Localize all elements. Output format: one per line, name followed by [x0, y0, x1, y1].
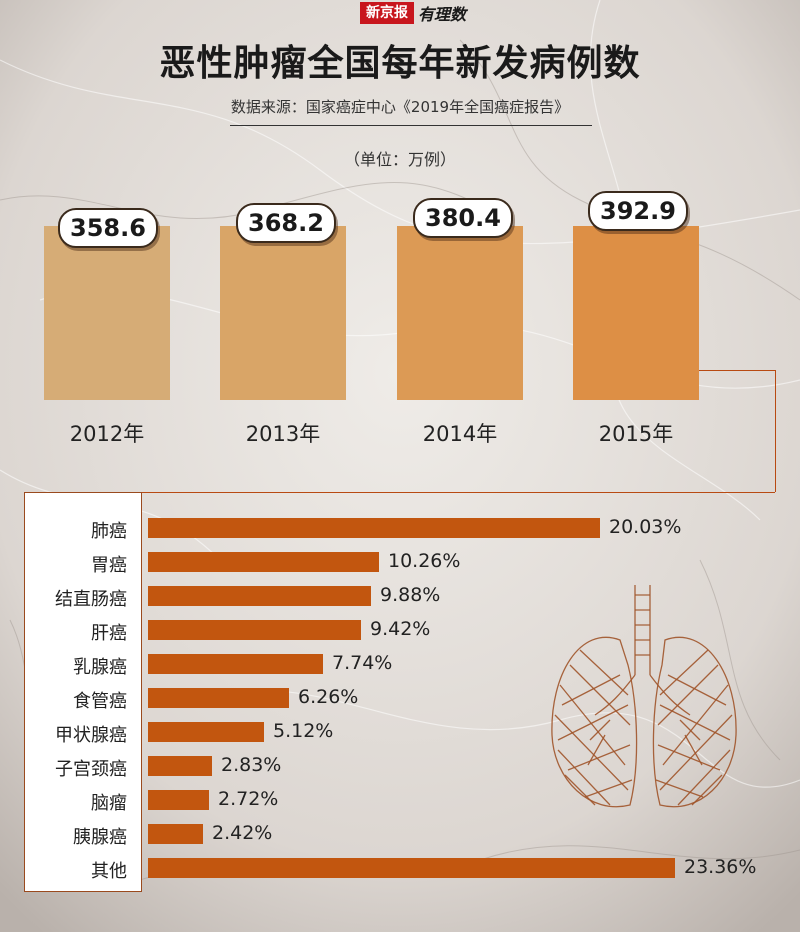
divider	[230, 125, 592, 126]
category-label: 食管癌	[73, 691, 127, 712]
category-value-label: 2.72%	[218, 788, 279, 810]
category-bar	[148, 552, 379, 572]
year-label: 2014年	[422, 422, 498, 446]
year-value-label: 392.9	[588, 191, 688, 231]
lungs-sketch-icon	[551, 585, 737, 808]
category-bar	[148, 620, 361, 640]
category-bar	[148, 790, 209, 810]
connector-line	[775, 370, 776, 492]
category-label: 其他	[91, 861, 127, 882]
category-label: 肝癌	[91, 623, 127, 644]
category-value-label: 2.42%	[212, 822, 273, 844]
category-bar	[148, 688, 289, 708]
category-panel	[24, 492, 142, 892]
category-label: 胃癌	[91, 555, 127, 576]
category-value-label: 6.26%	[298, 686, 359, 708]
year-bar	[573, 226, 699, 400]
category-label: 肺癌	[91, 521, 127, 542]
category-label: 脑瘤	[91, 793, 127, 814]
category-value-label: 9.42%	[370, 618, 431, 640]
category-bar	[148, 586, 371, 606]
category-label: 胰腺癌	[73, 827, 127, 848]
category-value-label: 9.88%	[380, 584, 441, 606]
year-bar	[44, 226, 170, 400]
category-value-label: 7.74%	[332, 652, 393, 674]
unit-label: （单位：万例）	[343, 150, 456, 169]
year-label: 2012年	[69, 422, 145, 446]
category-value-label: 23.36%	[684, 856, 757, 878]
connector-line	[699, 370, 775, 371]
category-label: 子宫颈癌	[55, 759, 127, 780]
category-bar	[148, 654, 323, 674]
chart-title: 恶性肿瘤全国每年新发病例数	[159, 43, 641, 84]
year-bar	[220, 226, 346, 400]
year-label: 2013年	[245, 422, 321, 446]
logo-text: 新京报	[360, 2, 414, 24]
year-bar	[397, 226, 523, 400]
data-source: 数据来源：国家癌症中心《2019年全国癌症报告》	[230, 98, 570, 116]
category-value-label: 20.03%	[609, 516, 682, 538]
logo: 新京报 有理数	[360, 2, 466, 24]
category-bar	[148, 756, 212, 776]
year-value-label: 358.6	[58, 208, 158, 248]
category-bar	[148, 518, 600, 538]
category-value-label: 2.83%	[221, 754, 282, 776]
category-label: 甲状腺癌	[55, 725, 127, 746]
category-value-label: 5.12%	[273, 720, 334, 742]
category-value-label: 10.26%	[388, 550, 461, 572]
category-bar	[148, 722, 264, 742]
category-label: 乳腺癌	[73, 657, 127, 678]
category-bar	[148, 824, 203, 844]
connector-line	[140, 492, 775, 493]
category-label: 结直肠癌	[55, 589, 127, 610]
year-value-label: 368.2	[236, 203, 336, 243]
category-bar	[148, 858, 675, 878]
logo-script: 有理数	[418, 5, 467, 24]
year-label: 2015年	[598, 422, 674, 446]
year-value-label: 380.4	[413, 198, 513, 238]
